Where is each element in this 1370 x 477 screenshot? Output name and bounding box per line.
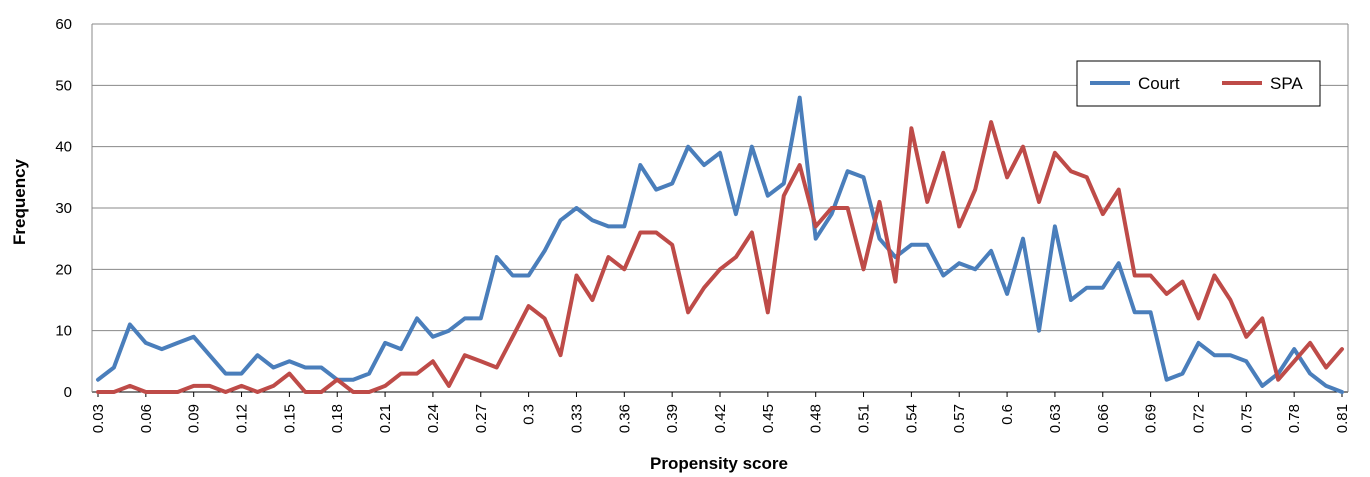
y-tick-label: 60 (55, 16, 72, 33)
series-line-court (96, 95, 1344, 394)
x-tick-label: 0.12 (234, 404, 251, 433)
y-tick-label: 20 (55, 261, 72, 278)
y-tick-label: 0 (64, 384, 72, 401)
x-tick-label: 0.24 (425, 404, 442, 433)
x-tick-label: 0.57 (951, 404, 968, 433)
x-tick-label: 0.39 (664, 404, 681, 433)
series-lines (96, 95, 1344, 394)
x-tick-label: 0.48 (808, 404, 825, 433)
legend-label-spa: SPA (1270, 74, 1303, 93)
x-tick-label: 0.3 (521, 404, 538, 425)
x-axis-ticks: 0.03 0.06 0.09 0.12 0.15 0.18 0.21 0.24 0.27 0.3 0… (90, 392, 1351, 433)
x-tick-label: 0.54 (903, 404, 920, 433)
x-tick-label: 0.33 (568, 404, 585, 433)
x-tick-label: 0.63 (1047, 404, 1064, 433)
y-tick-label: 30 (55, 200, 72, 217)
x-tick-label: 0.81 (1334, 404, 1351, 433)
series-line-spa (96, 120, 1344, 394)
x-axis-title: Propensity score (650, 454, 788, 473)
legend-label-court: Court (1138, 74, 1180, 93)
x-tick-label: 0.66 (1095, 404, 1112, 433)
x-tick-label: 0.18 (329, 404, 346, 433)
x-tick-label: 0.45 (760, 404, 777, 433)
x-tick-label: 0.6 (999, 404, 1016, 425)
x-tick-label: 0.27 (473, 404, 490, 433)
y-tick-label: 50 (55, 77, 72, 94)
x-tick-label: 0.78 (1286, 404, 1303, 433)
x-tick-label: 0.15 (281, 404, 298, 433)
y-tick-label: 40 (55, 139, 72, 156)
y-axis-title: Frequency (10, 158, 29, 245)
x-tick-label: 0.06 (138, 404, 155, 433)
legend: Court SPA (1076, 60, 1321, 107)
x-tick-label: 0.09 (186, 404, 203, 433)
x-tick-label: 0.36 (616, 404, 633, 433)
y-axis-ticks: 0 10 20 30 40 50 60 (55, 16, 72, 401)
x-tick-label: 0.03 (90, 404, 107, 433)
x-tick-label: 0.69 (1143, 404, 1160, 433)
x-tick-label: 0.42 (712, 404, 729, 433)
x-tick-label: 0.75 (1238, 404, 1255, 433)
x-tick-label: 0.72 (1190, 404, 1207, 433)
x-tick-label: 0.51 (856, 404, 873, 433)
x-tick-label: 0.21 (377, 404, 394, 433)
y-tick-label: 10 (55, 323, 72, 340)
